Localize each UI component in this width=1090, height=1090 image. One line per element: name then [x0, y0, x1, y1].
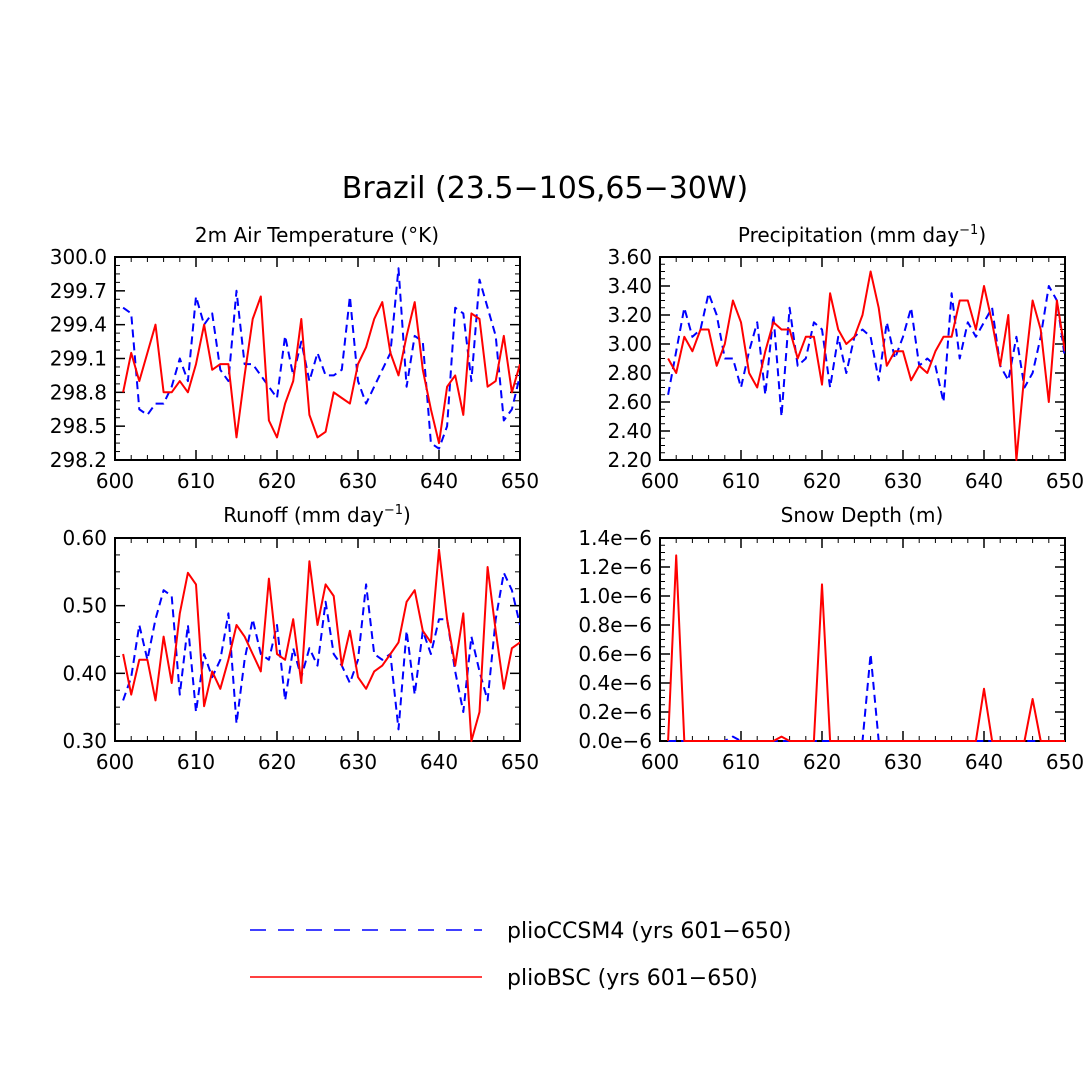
legend-label-pliocesm: plioCCSM4 (yrs 601−650) — [507, 919, 791, 944]
plot-area-precipitation: 600 610 620 630 640 650 2.20 2.40 2.60 2.80 3.00 3.… — [607, 245, 1084, 493]
x-tick-label-air-temperature: 640 — [420, 469, 458, 493]
x-tick-label-snow-depth: 620 — [803, 750, 841, 774]
series-line-pliobsc-snow-depth — [667, 554, 1065, 742]
panel-title-precipitation: Precipitation (mm day−1) — [738, 223, 986, 247]
plot-area-snow-depth: 600 610 620 630 640 650 0.0e−6 0.2e−6 0.4e−6 0.6e… — [578, 526, 1084, 774]
panel-air-temperature: 2m Air Temperature (°K) 600 610 620 630 640 6… — [50, 223, 539, 493]
figure-title: Brazil (23.5−10S,65−30W) — [342, 171, 749, 206]
y-tick-label-air-temperature: 299.7 — [50, 279, 107, 303]
series-line-pliobsc-air-temperature — [122, 295, 520, 445]
x-tick-label-snow-depth: 610 — [722, 750, 760, 774]
x-tick-label-air-temperature: 630 — [339, 469, 377, 493]
x-tick-label-precipitation: 630 — [884, 469, 922, 493]
panel-title-precipitation-end: ) — [978, 223, 986, 247]
x-tick-label-precipitation: 650 — [1046, 469, 1084, 493]
x-tick-label-air-temperature: 600 — [96, 469, 134, 493]
y-tick-label-precipitation: 3.20 — [607, 303, 652, 327]
panel-title-snow-depth: Snow Depth (m) — [781, 503, 944, 527]
y-tick-label-snow-depth: 0.4e−6 — [578, 671, 652, 695]
y-tick-label-air-temperature: 299.4 — [50, 313, 107, 337]
series-line-pliobsc-runoff — [122, 548, 520, 742]
x-tick-label-air-temperature: 650 — [501, 469, 539, 493]
panel-title-precipitation-sup: −1 — [959, 223, 978, 238]
y-tick-label-air-temperature: 299.1 — [50, 347, 107, 371]
y-tick-label-snow-depth: 0.2e−6 — [578, 700, 652, 724]
y-tick-label-snow-depth: 1.2e−6 — [578, 555, 652, 579]
panel-snow-depth: Snow Depth (m) 600 610 620 630 640 650 0.0e−6 0… — [578, 503, 1084, 774]
x-tick-label-snow-depth: 600 — [641, 750, 679, 774]
x-tick-label-precipitation: 600 — [641, 469, 679, 493]
plot-area-air-temperature: 600 610 620 630 640 650 298.2 298.5 298.8 299.1 29… — [50, 245, 539, 493]
x-tick-label-precipitation: 620 — [803, 469, 841, 493]
y-tick-label-runoff: 0.40 — [62, 661, 107, 685]
x-tick-label-precipitation: 640 — [965, 469, 1003, 493]
x-tick-label-air-temperature: 610 — [177, 469, 215, 493]
y-tick-label-snow-depth: 0.6e−6 — [578, 642, 652, 666]
panel-title-runoff-sup: −1 — [384, 503, 403, 518]
series-line-plioccsm4-precipitation — [667, 285, 1065, 418]
x-tick-label-snow-depth: 640 — [965, 750, 1003, 774]
x-tick-label-snow-depth: 630 — [884, 750, 922, 774]
y-tick-label-precipitation: 2.20 — [607, 448, 652, 472]
series-line-plioccsm4-air-temperature — [122, 267, 520, 450]
x-tick-label-runoff: 600 — [96, 750, 134, 774]
x-tick-label-snow-depth: 650 — [1046, 750, 1084, 774]
y-tick-label-precipitation: 3.60 — [607, 245, 652, 269]
x-tick-label-air-temperature: 620 — [258, 469, 296, 493]
y-tick-label-precipitation: 2.80 — [607, 361, 652, 385]
y-tick-label-snow-depth: 1.0e−6 — [578, 584, 652, 608]
panel-runoff: Runoff (mm day−1) 600 610 620 630 640 650 0.30… — [62, 503, 539, 774]
x-tick-label-runoff: 650 — [501, 750, 539, 774]
y-tick-label-air-temperature: 300.0 — [50, 245, 107, 269]
y-tick-label-precipitation: 2.40 — [607, 419, 652, 443]
y-tick-label-runoff: 0.50 — [62, 594, 107, 618]
x-tick-label-runoff: 610 — [177, 750, 215, 774]
series-line-pliobsc-precipitation — [667, 270, 1065, 461]
panel-title-runoff: Runoff (mm day−1) — [223, 503, 411, 527]
y-tick-label-snow-depth: 1.4e−6 — [578, 526, 652, 550]
y-tick-label-runoff: 0.30 — [62, 729, 107, 753]
panel-precipitation: Precipitation (mm day−1) 600 610 620 630 640… — [607, 223, 1084, 493]
y-tick-label-runoff: 0.60 — [62, 526, 107, 550]
x-tick-label-runoff: 640 — [420, 750, 458, 774]
y-tick-label-precipitation: 3.40 — [607, 274, 652, 298]
y-tick-label-precipitation: 3.00 — [607, 332, 652, 356]
y-tick-label-snow-depth: 0.8e−6 — [578, 613, 652, 637]
y-tick-label-precipitation: 2.60 — [607, 390, 652, 414]
y-tick-label-snow-depth: 0.0e−6 — [578, 729, 652, 753]
panel-title-precipitation-main: Precipitation (mm day — [738, 223, 959, 247]
x-tick-label-runoff: 630 — [339, 750, 377, 774]
y-tick-label-air-temperature: 298.2 — [50, 448, 107, 472]
panel-title-runoff-main: Runoff (mm day — [223, 503, 384, 527]
panel-title-runoff-end: ) — [403, 503, 411, 527]
x-tick-label-precipitation: 610 — [722, 469, 760, 493]
legend: plioCCSM4 (yrs 601−650) plioBSC (yrs 601… — [250, 919, 791, 991]
y-tick-label-air-temperature: 298.5 — [50, 414, 107, 438]
plot-area-runoff: 600 610 620 630 640 650 0.30 0.40 0.50 0.60 — [62, 526, 539, 774]
series-line-plioccsm4-snow-depth — [668, 653, 1065, 742]
panel-title-air-temperature: 2m Air Temperature (°K) — [195, 223, 439, 247]
legend-label-pliobsc: plioBSC (yrs 601−650) — [507, 966, 758, 991]
y-tick-label-air-temperature: 298.8 — [50, 380, 107, 404]
x-tick-label-runoff: 620 — [258, 750, 296, 774]
